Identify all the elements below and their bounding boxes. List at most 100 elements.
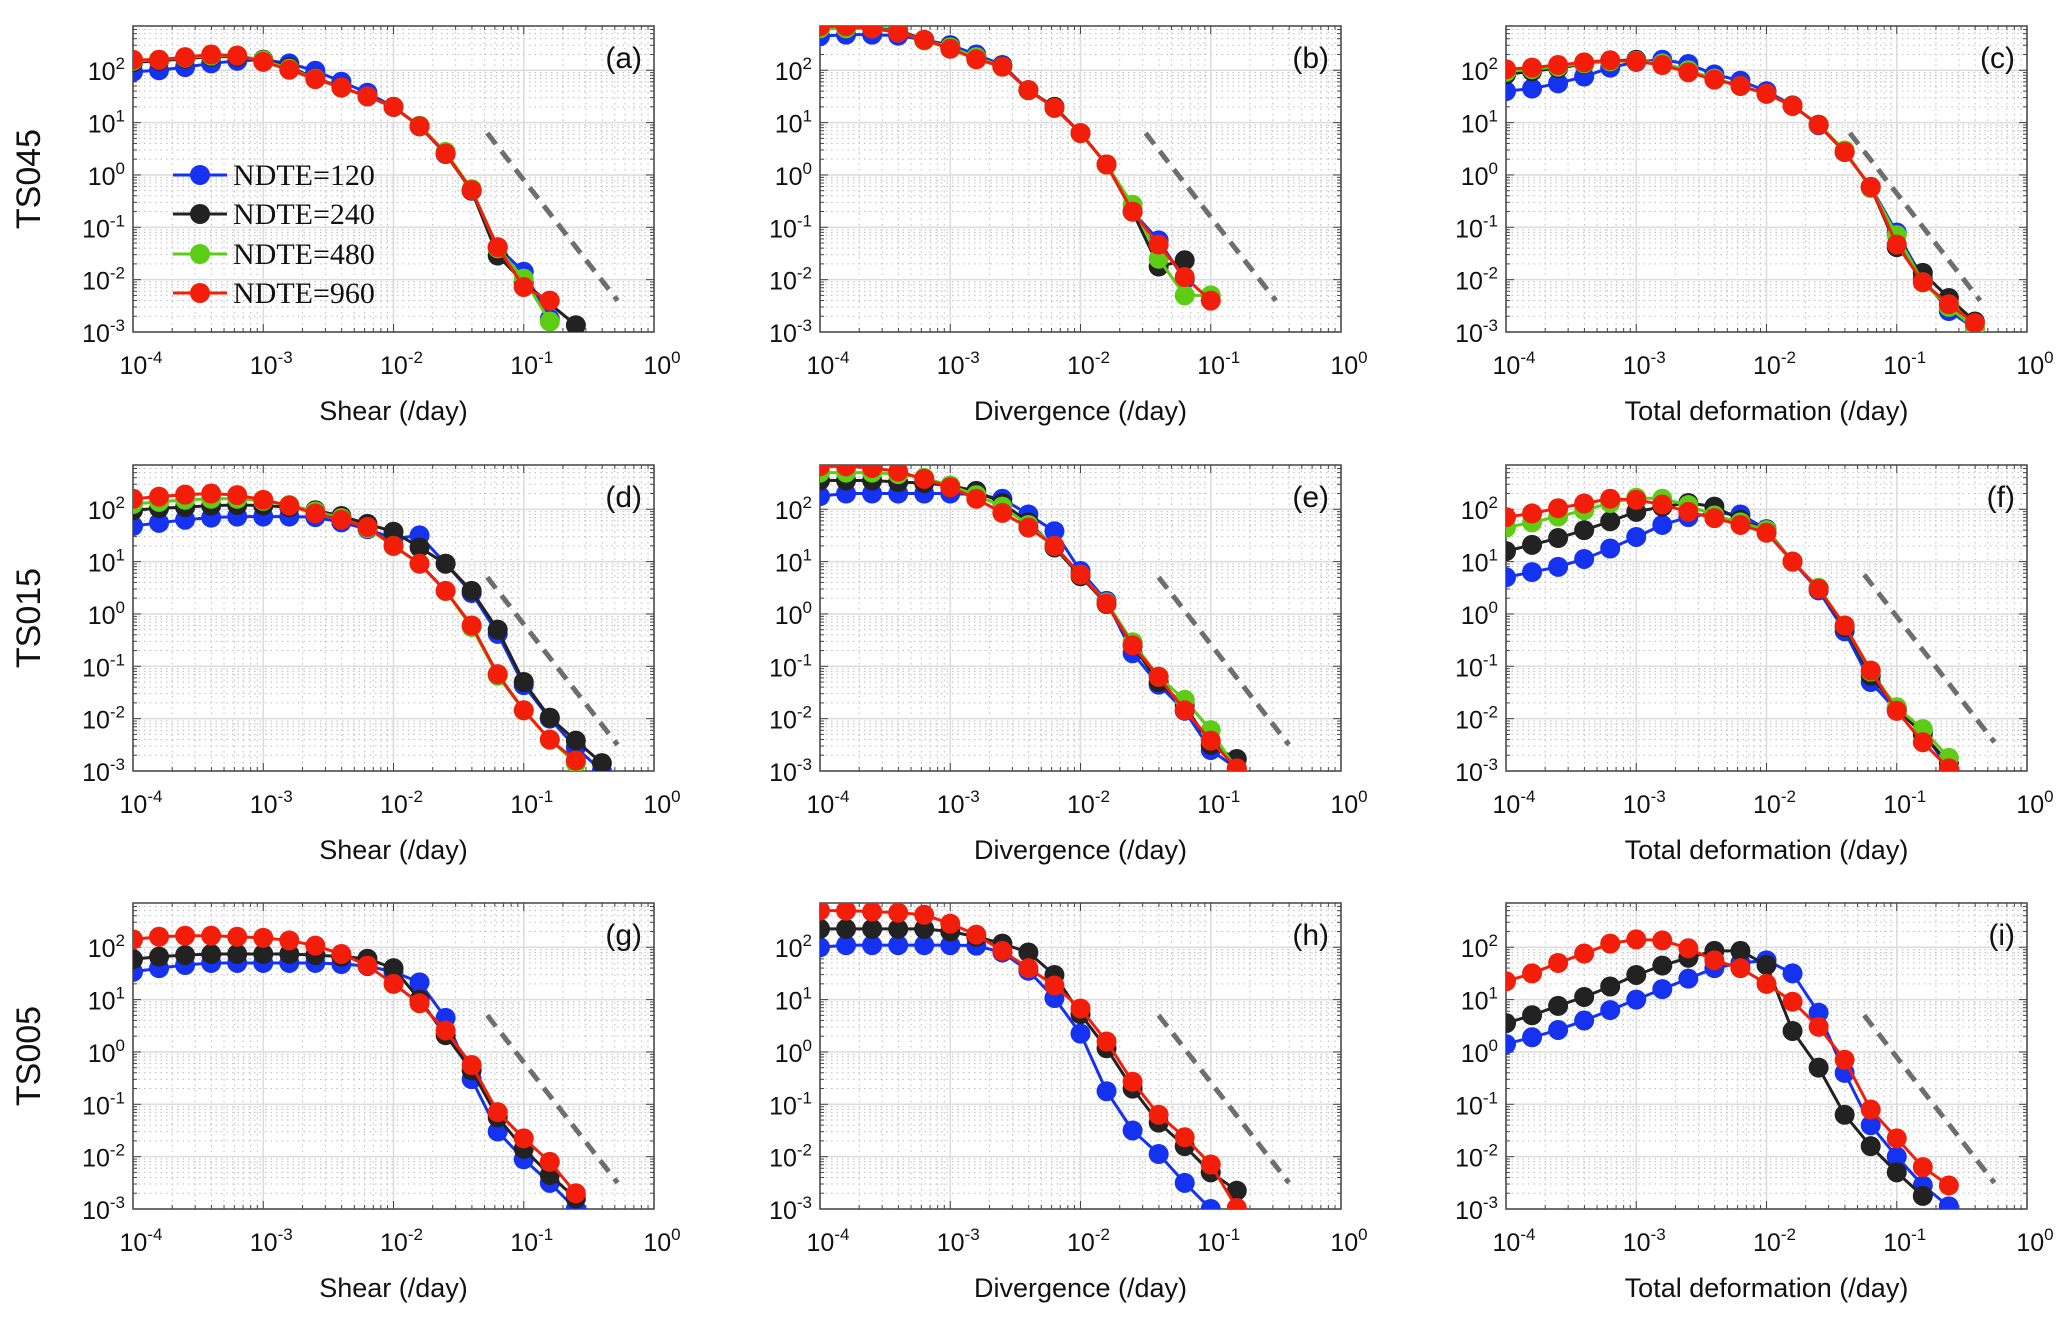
legend-marker <box>190 204 210 224</box>
legend-marker <box>190 165 210 185</box>
data-point <box>1574 493 1595 514</box>
data-point <box>1652 930 1673 951</box>
x-tick-label: 10-3 <box>1623 787 1666 819</box>
data-point <box>149 926 170 947</box>
data-point <box>1148 666 1169 687</box>
data-point <box>1626 526 1647 547</box>
data-point <box>940 38 961 59</box>
data-point <box>1070 564 1091 585</box>
data-point <box>1808 1002 1829 1023</box>
legend-label: NDTE=120 <box>233 159 375 192</box>
data-point <box>1886 1128 1907 1149</box>
data-point <box>513 1128 534 1149</box>
data-point <box>1174 1172 1195 1193</box>
x-tick-label: 10-1 <box>510 1225 553 1257</box>
y-tick-label: 10-2 <box>1455 264 1498 296</box>
series-group <box>1506 49 1985 332</box>
data-point <box>149 49 170 70</box>
data-point <box>1148 248 1169 269</box>
x-tick-label: 10-3 <box>1623 1225 1666 1257</box>
panel-label: (h) <box>1292 919 1329 952</box>
data-point <box>513 700 534 721</box>
data-point <box>1522 562 1543 583</box>
y-tick-label: 10-1 <box>1455 1088 1498 1120</box>
data-point <box>1044 535 1065 556</box>
x-tick-label: 10-2 <box>380 1225 423 1257</box>
series-group <box>133 925 586 1209</box>
row-label: TS045 <box>10 129 48 229</box>
legend-item: NDTE=240 <box>173 198 375 231</box>
series-ndte-960 <box>1506 50 1985 332</box>
data-point <box>1730 75 1751 96</box>
data-point <box>914 904 935 925</box>
data-point <box>175 47 196 68</box>
data-point <box>1174 267 1195 288</box>
data-point <box>1600 1000 1621 1021</box>
data-point <box>487 619 508 640</box>
data-point <box>820 937 830 958</box>
y-tick-label: 100 <box>775 159 812 191</box>
y-tick-label: 10-2 <box>769 1141 812 1173</box>
data-point <box>383 96 404 117</box>
data-point <box>1522 57 1543 78</box>
data-point <box>862 935 883 956</box>
reference-slope-line <box>485 131 620 303</box>
reference-slope-line <box>1862 1013 1997 1185</box>
data-point <box>1600 511 1621 532</box>
data-point <box>1886 700 1907 721</box>
y-tick-label: 10-3 <box>82 1193 125 1225</box>
x-tick-label: 10-2 <box>380 348 423 380</box>
data-point <box>253 489 274 510</box>
data-point <box>1096 154 1117 175</box>
data-point <box>836 465 857 477</box>
x-tick-label: 100 <box>2016 787 2053 819</box>
data-point <box>1070 123 1091 144</box>
data-point <box>1070 1023 1091 1044</box>
x-tick-label: 10-2 <box>1753 787 1796 819</box>
y-tick-label: 10-2 <box>82 1141 125 1173</box>
series-group <box>1506 929 1959 1209</box>
data-point <box>836 918 857 939</box>
y-tick-label: 102 <box>1461 54 1498 86</box>
y-tick-label: 102 <box>775 54 812 86</box>
y-tick-label: 101 <box>775 107 812 139</box>
series-line <box>820 26 1212 302</box>
panel-label: (i) <box>1988 919 2015 952</box>
data-point <box>1808 1057 1829 1078</box>
data-point <box>565 750 586 771</box>
x-tick-label: 10-4 <box>120 787 163 819</box>
data-point <box>992 56 1013 77</box>
panel-label: (g) <box>605 919 642 952</box>
data-point <box>1860 176 1881 197</box>
series-group <box>820 26 1221 311</box>
x-tick-label: 10-4 <box>1493 787 1536 819</box>
data-point <box>966 924 987 945</box>
data-point <box>888 465 909 482</box>
data-point <box>966 49 987 70</box>
x-tick-label: 10-1 <box>510 348 553 380</box>
y-tick-label: 10-2 <box>1455 703 1498 735</box>
data-point <box>1174 1127 1195 1148</box>
x-axis-label: Shear (/day) <box>319 1273 468 1303</box>
reference-slope-line <box>1143 131 1278 303</box>
x-tick-label: 10-3 <box>937 1225 980 1257</box>
y-tick-label: 10-2 <box>82 264 125 296</box>
data-point <box>1808 1016 1829 1037</box>
series-ndte-960 <box>133 483 586 771</box>
x-axis-label: Divergence (/day) <box>974 1273 1187 1303</box>
panel-label: (a) <box>605 42 642 75</box>
data-point <box>1600 976 1621 997</box>
data-point <box>331 944 352 965</box>
y-tick-label: 10-1 <box>769 1088 812 1120</box>
data-point <box>1860 1099 1881 1120</box>
data-point <box>1626 964 1647 985</box>
reference-slope-line <box>1847 131 1983 303</box>
data-point <box>1148 234 1169 255</box>
data-point <box>1506 507 1516 528</box>
data-point <box>487 1121 508 1142</box>
data-point <box>1226 1180 1247 1201</box>
panel-c: 10-4 10-3 10-2 10-1 10010-310-210-1100101102… <box>1455 25 2054 426</box>
x-tick-label: 10-4 <box>120 1225 163 1257</box>
data-point <box>1574 943 1595 964</box>
data-point <box>1096 1081 1117 1102</box>
